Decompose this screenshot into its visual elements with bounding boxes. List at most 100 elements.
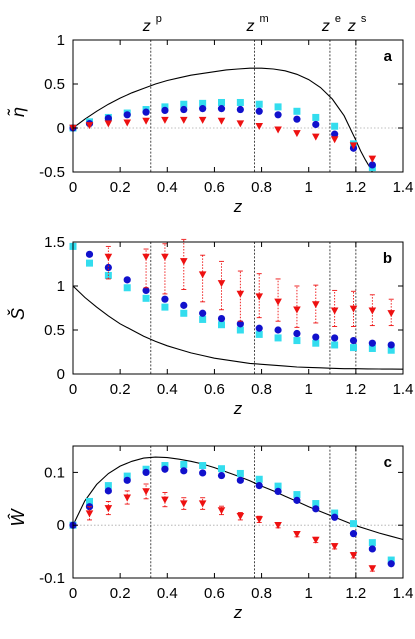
data-point-red	[387, 310, 396, 318]
data-point-red	[311, 301, 320, 309]
plot-frame	[72, 241, 404, 375]
data-point-cyan	[218, 98, 225, 106]
x-tick-label: 0.6	[204, 179, 225, 196]
data-point-cyan	[293, 491, 301, 499]
data-point-blue	[199, 105, 207, 113]
data-point-red	[123, 119, 132, 127]
data-point-cyan	[331, 509, 339, 517]
data-point-red	[255, 123, 264, 131]
data-point-red	[349, 142, 358, 150]
data-point-blue	[142, 108, 150, 116]
data-point-red	[349, 305, 358, 313]
data-point-red	[255, 293, 264, 301]
y-tick-label: 1	[57, 278, 65, 295]
data-point-red	[274, 522, 282, 529]
data-point-blue	[368, 545, 376, 553]
x-axis-label: z	[233, 399, 243, 418]
data-point-red	[198, 271, 207, 279]
vline-label-1: z	[246, 18, 255, 35]
data-point-blue	[274, 326, 282, 334]
data-point-cyan	[123, 284, 131, 292]
data-point-red	[330, 307, 339, 315]
data-point-blue	[180, 467, 188, 475]
data-point-blue	[217, 105, 226, 113]
y-axis-label: Ŵ	[8, 508, 28, 527]
data-point-cyan	[274, 334, 282, 342]
data-point-blue	[142, 286, 150, 294]
data-point-cyan	[312, 339, 320, 347]
data-point-cyan	[123, 472, 131, 480]
data-point-red	[104, 120, 113, 128]
data-point-blue	[236, 105, 244, 114]
y-tick-label: 1	[57, 32, 65, 49]
vline-sup-0: p	[156, 13, 162, 25]
y-tick-label: 0.1	[44, 464, 65, 481]
data-point-red	[217, 507, 226, 515]
data-point-blue	[274, 487, 282, 496]
data-point-red	[198, 116, 207, 124]
data-point-blue	[180, 105, 188, 114]
series-red	[85, 483, 377, 573]
data-point-red	[161, 496, 169, 504]
x-tick-label: 0.2	[110, 585, 131, 602]
vline-sup-1: m	[260, 13, 269, 25]
data-point-cyan	[161, 462, 169, 470]
data-point-blue	[217, 471, 226, 480]
plot-frame	[72, 445, 404, 579]
data-point-cyan	[161, 303, 169, 311]
data-point-cyan	[255, 330, 263, 338]
data-point-cyan	[142, 294, 150, 302]
series-red	[104, 238, 396, 328]
y-tick-label: 0	[57, 120, 65, 137]
data-point-blue	[161, 465, 169, 473]
x-tick-label: 0	[69, 585, 77, 602]
vline-sup-3: s	[361, 13, 367, 25]
x-tick-label: 1.2	[345, 179, 366, 196]
data-point-cyan	[86, 259, 93, 267]
data-point-blue	[217, 314, 226, 323]
data-point-cyan	[218, 321, 225, 329]
data-point-red	[104, 253, 113, 261]
data-point-red	[368, 307, 377, 315]
y-tick-label: 0	[57, 366, 65, 383]
x-tick-label: 1.4	[393, 179, 414, 196]
model-curve	[72, 456, 404, 541]
x-tick-label: 1	[305, 381, 313, 398]
x-tick-label: 1.2	[345, 381, 366, 398]
data-point-cyan	[236, 469, 244, 477]
x-tick-label: 0	[69, 381, 77, 398]
data-point-red	[330, 136, 339, 144]
data-point-blue	[274, 111, 282, 119]
data-point-red	[123, 494, 132, 502]
data-point-blue	[255, 482, 263, 490]
series-blue	[69, 465, 395, 568]
data-point-blue	[180, 301, 188, 309]
data-point-red	[236, 120, 245, 128]
data-point-blue	[387, 560, 395, 568]
x-tick-label: 1.4	[393, 381, 414, 398]
data-point-red	[368, 155, 377, 163]
x-tick-label: 0.6	[204, 381, 225, 398]
data-point-blue	[331, 513, 339, 521]
x-tick-label: 1	[305, 585, 313, 602]
data-point-blue	[349, 530, 358, 538]
data-point-cyan	[180, 309, 188, 317]
vline-sup-2: e	[335, 13, 341, 25]
vline-label-0: z	[142, 18, 151, 35]
data-point-cyan	[368, 539, 376, 547]
data-point-red	[179, 258, 188, 266]
data-point-blue	[199, 469, 207, 477]
data-point-cyan	[387, 346, 395, 354]
data-point-cyan	[331, 122, 339, 130]
x-tick-label: 0.6	[204, 585, 225, 602]
model-curve	[72, 67, 373, 173]
data-point-red	[85, 122, 94, 130]
data-point-red	[179, 500, 188, 508]
data-point-cyan	[312, 113, 320, 121]
data-point-cyan	[312, 500, 320, 508]
x-tick-label: 0.4	[157, 179, 178, 196]
x-tick-label: 0.2	[110, 381, 131, 398]
data-point-red	[142, 488, 150, 496]
panel-label: b	[383, 250, 392, 267]
data-point-red	[255, 516, 264, 524]
